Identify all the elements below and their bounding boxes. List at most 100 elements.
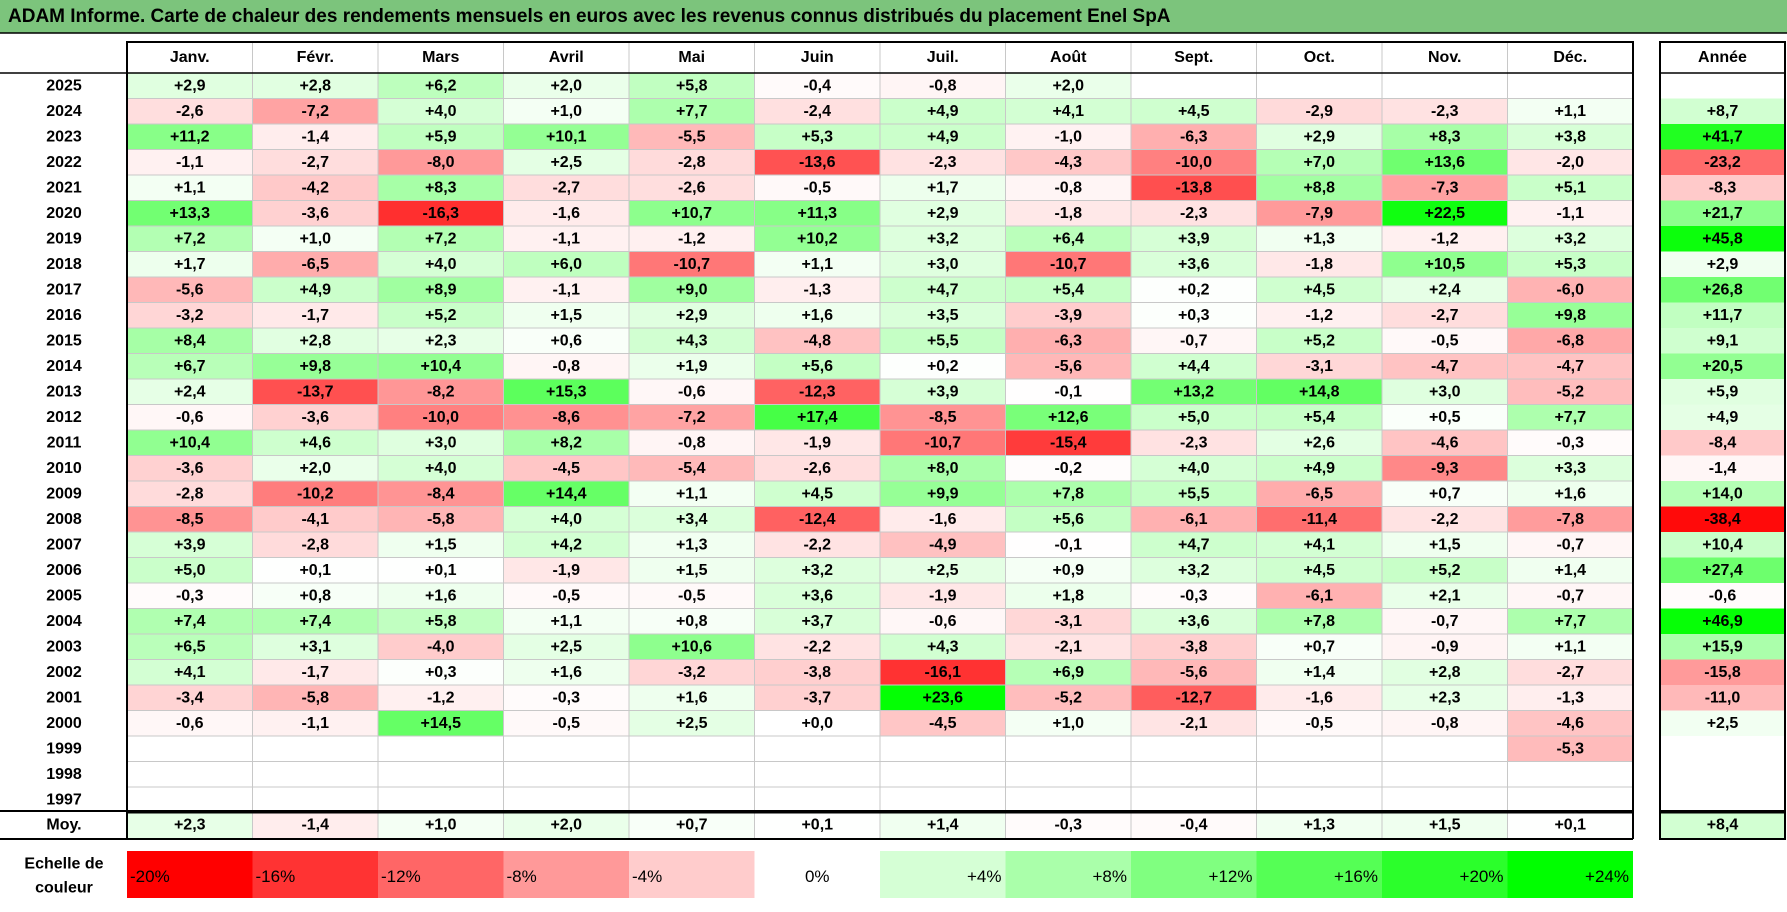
cell-value: +1,5 [550,307,582,324]
cell-value: -12,3 [799,383,836,400]
heatmap-cell [127,583,253,609]
heatmap-cell [378,124,504,150]
average-cell [1131,811,1257,839]
cell-value: +5,4 [1303,409,1335,426]
cell-value: +4,0 [425,103,457,120]
heatmap-cell [1256,200,1382,226]
cell-value: -11,4 [1301,511,1337,528]
heatmap-cell [1256,659,1382,685]
heatmap-cell [1382,481,1508,507]
heatmap-cell [127,481,253,507]
heatmap-cell [629,404,755,430]
row-year-label: 2001 [46,689,82,706]
cell-value: -0,7 [1556,536,1584,553]
heatmap-cell [1382,583,1508,609]
cell-value: -0,3 [552,689,580,706]
annual-value: -11,0 [1705,689,1741,706]
heatmap-cell [1005,557,1131,583]
scale-swatch [1507,851,1633,898]
cell-value: +10,2 [797,230,838,247]
cell-value: +10,6 [672,638,713,655]
cell-value: +5,6 [1052,511,1084,528]
heatmap-cell [629,659,755,685]
heatmap-cell [1256,98,1382,124]
heatmap-cell [503,404,629,430]
heatmap-cell [1005,200,1131,226]
scale-label: Echelle de [24,856,103,873]
cell-value: -3,8 [803,664,831,681]
heatmap-cell [503,353,629,379]
heatmap-cell [1256,353,1382,379]
heatmap-cell [1005,124,1131,150]
heatmap-cell [754,481,880,507]
heatmap-cell [1507,481,1633,507]
chart-title: ADAM Informe. Carte de chaleur des rende… [0,0,1787,33]
row-year-label: 2016 [46,307,82,324]
scale-step-label: +12% [1209,867,1253,886]
average-value: -0,3 [1054,817,1082,834]
heatmap-cell [880,98,1006,124]
heatmap-cell [252,659,378,685]
cell-value: +5,5 [1178,485,1210,502]
annual-value: +2,9 [1707,256,1739,273]
heatmap-cell [880,761,1006,787]
heatmap-cell [1005,73,1131,99]
cell-value: +2,9 [676,307,708,324]
heatmap-cell [754,455,880,481]
cell-value: -0,5 [1305,715,1333,732]
heatmap-cell [1382,175,1508,201]
cell-value: -4,0 [427,638,455,655]
cell-value: +5,6 [801,358,833,375]
annual-value: -23,2 [1704,154,1741,171]
cell-value: +2,3 [1429,689,1461,706]
heatmap-cell [127,506,253,532]
heatmap-cell [754,328,880,354]
cell-value: -0,7 [1556,587,1584,604]
heatmap-cell [1131,506,1257,532]
cell-value: -7,2 [301,103,329,120]
cell-value: -0,6 [678,383,706,400]
row-year-label: 2009 [46,485,82,502]
row-year-label: 2010 [46,460,82,477]
average-annual-cell [1660,811,1785,839]
heatmap-cell [503,787,629,813]
heatmap-cell [629,200,755,226]
heatmap-cell [1382,149,1508,175]
annual-cell [1660,98,1785,124]
heatmap-cell [1507,73,1633,99]
cell-value: +0,5 [1429,409,1461,426]
heatmap-cell [1005,532,1131,558]
cell-value: +1,1 [1554,103,1586,120]
heatmap-cell [754,124,880,150]
heatmap-cell [1507,634,1633,660]
cell-value: +23,6 [923,689,964,706]
cell-value: -3,6 [176,460,204,477]
cell-value: +5,2 [1429,562,1461,579]
cell-value: -5,4 [678,460,706,477]
heatmap-cell [754,200,880,226]
average-cell [1256,811,1382,839]
heatmap-cell [127,736,253,762]
heatmap-cell [503,506,629,532]
heatmap-cell [754,430,880,456]
heatmap-cell [1507,736,1633,762]
average-value: +0,1 [1554,817,1586,834]
heatmap-cell [1507,379,1633,405]
cell-value: -0,3 [1180,587,1208,604]
heatmap-cell [127,608,253,634]
cell-value: -5,6 [1180,664,1208,681]
cell-value: +7,2 [425,230,457,247]
cell-value: -1,9 [803,434,831,451]
cell-value: -1,6 [929,511,957,528]
scale-step-label: +16% [1334,867,1378,886]
heatmap-cell [127,455,253,481]
cell-value: +4,0 [425,460,457,477]
annual-cell [1660,353,1785,379]
annual-value: +14,0 [1702,485,1743,502]
heatmap-cell [378,379,504,405]
heatmap-cell [252,302,378,328]
cell-value: +3,9 [174,536,206,553]
heatmap-cell [1131,608,1257,634]
heatmap-cell [629,277,755,303]
cell-value: +13,3 [170,205,211,222]
